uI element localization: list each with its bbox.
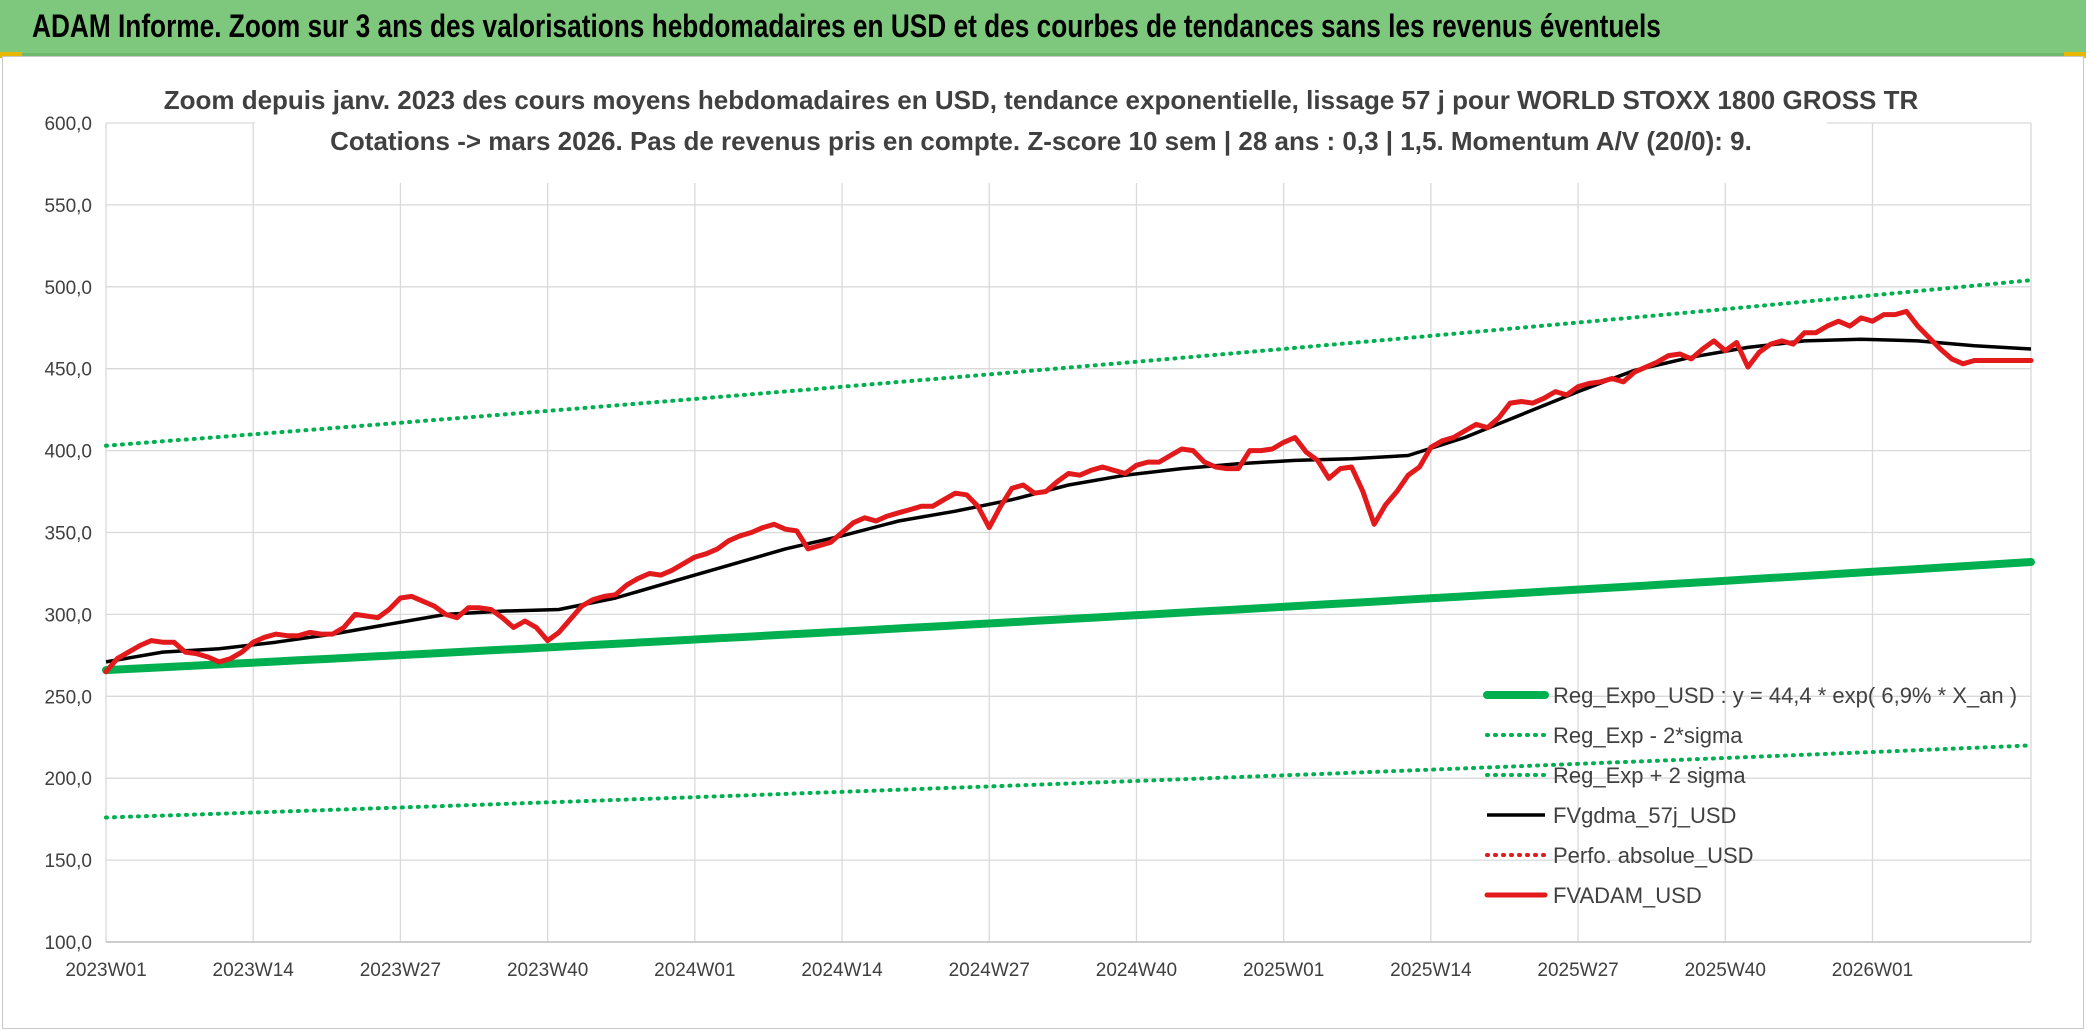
legend-entry: Perfo. absolue_USD xyxy=(1553,843,1754,868)
legend-entry: Reg_Exp + 2 sigma xyxy=(1553,763,1746,788)
chart-axes: 100,0 150,0 200,0 250,0 300,0 350,0 400,0 450,0… xyxy=(44,114,2031,981)
x-tick-label: 2025W01 xyxy=(1243,960,1324,981)
x-tick-label: 2025W40 xyxy=(1685,960,1766,981)
report-banner: ADAM Informe. Zoom sur 3 ans des valoris… xyxy=(0,0,2086,56)
x-tick-label: 2023W40 xyxy=(507,960,588,981)
line-chart: Zoom depuis janv. 2023 des cours moyens … xyxy=(44,79,2035,981)
chart-legend: Reg_Expo_USD : y = 44,4 * exp( 6,9% * X_… xyxy=(1483,683,2017,908)
legend-entry: Reg_Expo_USD : y = 44,4 * exp( 6,9% * X_… xyxy=(1553,683,2017,708)
gold-accent-left xyxy=(0,52,22,58)
chart-series xyxy=(102,278,2035,820)
series-line-fvadam-usd xyxy=(103,308,2034,675)
chart-title-background xyxy=(255,79,1827,183)
legend-entry: FVADAM_USD xyxy=(1553,883,1702,908)
series-line-reg-exp xyxy=(104,278,2033,448)
y-tick-label: 300,0 xyxy=(44,605,92,626)
gold-accent-right xyxy=(2064,52,2086,58)
y-tick-label: 600,0 xyxy=(44,114,92,135)
chart-title: Zoom depuis janv. 2023 des cours moyens … xyxy=(164,85,1919,115)
x-tick-label: 2026W01 xyxy=(1832,960,1913,981)
y-tick-label: 250,0 xyxy=(44,687,92,708)
y-tick-label: 200,0 xyxy=(44,769,92,790)
series-line-reg-exp xyxy=(104,743,2033,820)
y-tick-label: 150,0 xyxy=(44,851,92,872)
x-tick-label: 2023W14 xyxy=(213,960,295,981)
x-tick-label: 2024W27 xyxy=(949,960,1030,981)
chart-frame: Zoom depuis janv. 2023 des cours moyens … xyxy=(2,56,2084,1029)
x-tick-label: 2025W14 xyxy=(1390,960,1472,981)
series-line-fvgdma-57j-usd xyxy=(105,337,2032,664)
y-tick-label: 400,0 xyxy=(44,442,92,463)
x-tick-label: 2024W01 xyxy=(654,960,735,981)
chart-grid xyxy=(105,122,2032,943)
x-tick-label: 2025W27 xyxy=(1537,960,1618,981)
series-line-reg-expo-usd xyxy=(102,558,2035,675)
x-tick-label: 2023W27 xyxy=(360,960,441,981)
y-tick-label: 550,0 xyxy=(44,196,92,217)
x-tick-label: 2024W40 xyxy=(1096,960,1177,981)
legend-entry: Reg_Exp - 2*sigma xyxy=(1553,723,1743,748)
report-title: ADAM Informe. Zoom sur 3 ans des valoris… xyxy=(32,8,1661,44)
chart-title-block: Zoom depuis janv. 2023 des cours moyens … xyxy=(164,79,1919,183)
chart-subtitle: Cotations -> mars 2026. Pas de revenus p… xyxy=(330,126,1752,156)
y-tick-label: 350,0 xyxy=(44,524,92,545)
x-tick-label: 2024W14 xyxy=(801,960,883,981)
legend-entry: FVgdma_57j_USD xyxy=(1553,803,1736,828)
y-tick-label: 100,0 xyxy=(44,933,92,954)
y-tick-label: 500,0 xyxy=(44,278,92,299)
x-tick-label: 2023W01 xyxy=(65,960,146,981)
y-tick-label: 450,0 xyxy=(44,360,92,381)
